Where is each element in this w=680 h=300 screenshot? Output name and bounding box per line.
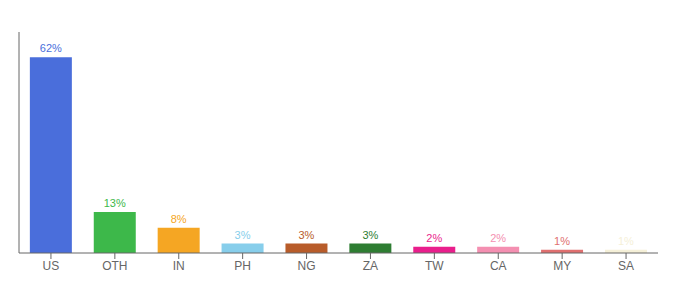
svg-text:1%: 1%	[554, 235, 570, 247]
svg-text:3%: 3%	[299, 229, 315, 241]
svg-text:3%: 3%	[362, 229, 378, 241]
svg-text:SA: SA	[618, 259, 634, 273]
svg-text:MY: MY	[553, 259, 571, 273]
svg-text:62%: 62%	[40, 42, 62, 54]
svg-text:2%: 2%	[426, 232, 442, 244]
svg-text:13%: 13%	[104, 197, 126, 209]
svg-text:NG: NG	[298, 259, 316, 273]
svg-text:IN: IN	[173, 259, 185, 273]
svg-text:PH: PH	[234, 259, 251, 273]
svg-text:8%: 8%	[171, 213, 187, 225]
svg-text:CA: CA	[490, 259, 507, 273]
svg-text:US: US	[43, 259, 60, 273]
svg-text:OTH: OTH	[102, 259, 127, 273]
svg-text:1%: 1%	[618, 235, 634, 247]
svg-text:TW: TW	[425, 259, 444, 273]
svg-text:ZA: ZA	[363, 259, 378, 273]
svg-text:2%: 2%	[490, 232, 506, 244]
svg-text:3%: 3%	[235, 229, 251, 241]
